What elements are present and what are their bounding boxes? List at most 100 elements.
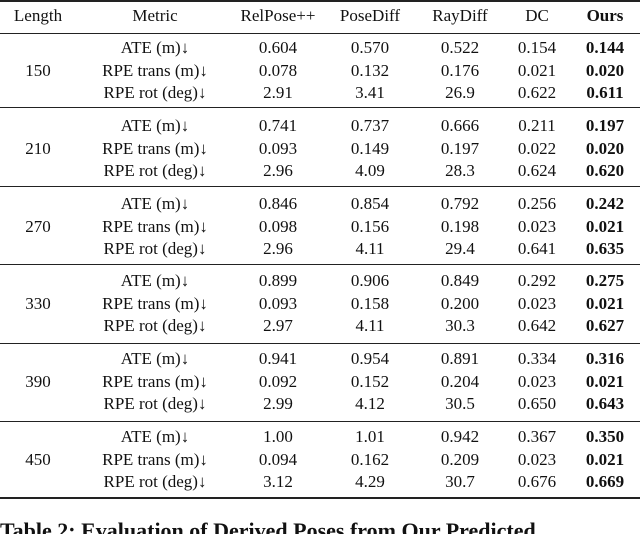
value-cell: 3.12 — [263, 472, 293, 491]
header-cell: RayDiff — [432, 6, 488, 25]
value-cell: 4.11 — [355, 316, 385, 335]
length-cell: 150 — [25, 61, 51, 80]
value-cell: 0.570 — [350, 38, 390, 57]
metric-cell: ATE (m)↓ — [120, 38, 190, 57]
value-cell: 0.942 — [440, 427, 480, 446]
value-cell: 0.522 — [440, 38, 480, 57]
value-cell: 0.158 — [350, 293, 390, 313]
value-cell: 0.098 — [258, 216, 298, 236]
value-cell: 0.627 — [585, 316, 625, 335]
value-cell: 0.604 — [258, 38, 298, 57]
header-cell: Length — [13, 6, 63, 25]
value-cell: 0.941 — [258, 349, 298, 368]
rule — [0, 0, 640, 2]
value-cell: 0.023 — [517, 371, 557, 391]
value-cell: 4.09 — [355, 161, 385, 180]
metric-cell: RPE rot (deg)↓ — [103, 394, 207, 413]
value-cell: 0.849 — [440, 271, 480, 290]
value-cell: 0.650 — [517, 394, 557, 413]
rule — [0, 343, 640, 344]
value-cell: 2.96 — [263, 161, 293, 180]
metric-cell: RPE trans (m)↓ — [102, 216, 208, 236]
value-cell: 0.899 — [258, 271, 298, 290]
value-cell: 0.242 — [585, 194, 625, 213]
value-cell: 0.093 — [258, 138, 298, 158]
value-cell: 2.97 — [263, 316, 293, 335]
value-cell: 30.7 — [445, 472, 475, 491]
value-cell: 0.211 — [518, 116, 556, 135]
metric-cell: RPE trans (m)↓ — [102, 138, 208, 158]
value-cell: 4.11 — [355, 239, 385, 258]
value-cell: 2.96 — [263, 239, 293, 258]
rule — [0, 107, 640, 108]
value-cell: 1.01 — [355, 427, 385, 446]
length-cell: 210 — [25, 139, 51, 158]
value-cell: 0.620 — [585, 161, 625, 180]
length-cell: 450 — [25, 450, 51, 469]
value-cell: 0.021 — [585, 449, 625, 469]
value-cell: 0.020 — [585, 138, 625, 158]
value-cell: 0.622 — [517, 83, 557, 102]
value-cell: 0.350 — [585, 427, 625, 446]
value-cell: 0.846 — [258, 194, 298, 213]
value-cell: 28.3 — [445, 161, 475, 180]
metric-cell: RPE rot (deg)↓ — [103, 83, 207, 102]
value-cell: 0.022 — [517, 138, 557, 158]
value-cell: 0.132 — [350, 60, 390, 80]
header-cell: Ours — [586, 6, 624, 25]
value-cell: 0.200 — [440, 293, 480, 313]
value-cell: 0.094 — [258, 449, 298, 469]
value-cell: 0.611 — [586, 83, 624, 102]
value-cell: 0.078 — [258, 60, 298, 80]
value-cell: 0.906 — [350, 271, 390, 290]
value-cell: 30.3 — [445, 316, 475, 335]
value-cell: 0.204 — [440, 371, 480, 391]
value-cell: 0.152 — [350, 371, 390, 391]
header-cell: RelPose++ — [240, 6, 316, 25]
metric-cell: RPE trans (m)↓ — [102, 60, 208, 80]
header-cell: DC — [525, 6, 549, 25]
value-cell: 0.093 — [258, 293, 298, 313]
value-cell: 0.641 — [517, 239, 557, 258]
value-cell: 0.256 — [517, 194, 557, 213]
value-cell: 0.737 — [350, 116, 390, 135]
value-cell: 0.741 — [258, 116, 298, 135]
value-cell: 0.156 — [350, 216, 390, 236]
rule — [0, 33, 640, 34]
value-cell: 0.666 — [440, 116, 480, 135]
value-cell: 0.316 — [585, 349, 625, 368]
value-cell: 0.021 — [517, 60, 557, 80]
value-cell: 2.99 — [263, 394, 293, 413]
value-cell: 4.29 — [355, 472, 385, 491]
length-cell: 270 — [25, 217, 51, 236]
value-cell: 0.209 — [440, 449, 480, 469]
caption: Table 2: Evaluation of Derived Poses fro… — [0, 518, 536, 534]
metric-cell: ATE (m)↓ — [120, 116, 190, 135]
value-cell: 0.197 — [440, 138, 480, 158]
rule — [0, 264, 640, 265]
rule — [0, 186, 640, 187]
value-cell: 0.954 — [350, 349, 390, 368]
value-cell: 0.021 — [585, 216, 625, 236]
value-cell: 2.91 — [263, 83, 293, 102]
value-cell: 0.021 — [585, 371, 625, 391]
value-cell: 0.676 — [517, 472, 557, 491]
value-cell: 0.154 — [517, 38, 557, 57]
value-cell: 0.669 — [585, 472, 625, 491]
value-cell: 0.275 — [585, 271, 625, 290]
length-cell: 330 — [25, 294, 51, 313]
value-cell: 0.624 — [517, 161, 557, 180]
metric-cell: RPE rot (deg)↓ — [103, 239, 207, 258]
value-cell: 0.023 — [517, 293, 557, 313]
metric-cell: RPE trans (m)↓ — [102, 449, 208, 469]
value-cell: 0.854 — [350, 194, 390, 213]
metric-cell: ATE (m)↓ — [120, 349, 190, 368]
value-cell: 0.197 — [585, 116, 625, 135]
value-cell: 0.334 — [517, 349, 557, 368]
metric-cell: RPE trans (m)↓ — [102, 371, 208, 391]
metric-cell: RPE trans (m)↓ — [102, 293, 208, 313]
value-cell: 0.162 — [350, 449, 390, 469]
value-cell: 0.023 — [517, 216, 557, 236]
value-cell: 0.149 — [350, 138, 390, 158]
